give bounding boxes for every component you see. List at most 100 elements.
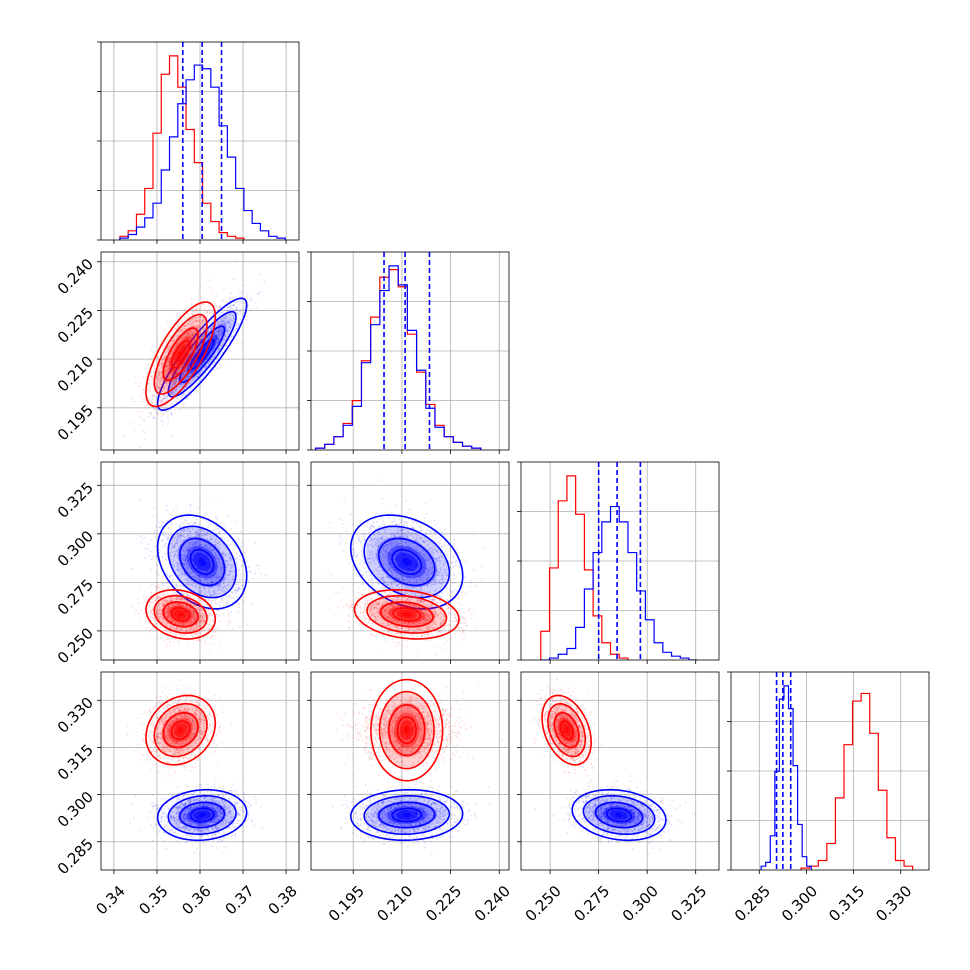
sample-point xyxy=(184,369,187,372)
sample-point xyxy=(176,377,179,380)
sample-point xyxy=(153,394,156,397)
sample-point xyxy=(227,306,230,309)
sample-point xyxy=(181,363,184,365)
sample-point xyxy=(235,328,238,330)
sample-point xyxy=(216,330,219,332)
sample-point xyxy=(188,375,191,378)
sample-point xyxy=(230,335,233,338)
sample-point xyxy=(214,344,216,347)
sample-point xyxy=(202,375,204,377)
sample-point xyxy=(205,512,208,514)
sample-point xyxy=(226,309,229,312)
sample-point xyxy=(147,415,150,418)
sample-point xyxy=(205,315,208,318)
sample-point xyxy=(140,541,143,544)
sample-point xyxy=(236,311,239,314)
sample-point xyxy=(197,347,199,350)
sample-point xyxy=(225,344,228,347)
sample-point xyxy=(225,321,228,324)
sample-point xyxy=(191,370,193,372)
sample-point xyxy=(161,414,164,416)
sample-point xyxy=(174,384,176,387)
sample-point xyxy=(214,335,217,337)
sample-point xyxy=(144,536,147,539)
sample-point xyxy=(239,301,242,304)
sample-point xyxy=(166,395,169,398)
sample-point xyxy=(219,312,222,314)
sample-point xyxy=(212,356,215,359)
sample-point xyxy=(176,381,179,384)
sample-point xyxy=(219,336,222,338)
sample-point xyxy=(167,336,170,339)
sample-point xyxy=(218,615,221,617)
sample-point xyxy=(228,318,231,321)
sample-point xyxy=(234,328,237,330)
sample-point xyxy=(149,358,152,361)
sample-point xyxy=(199,344,202,347)
sample-point xyxy=(174,383,177,386)
sample-point xyxy=(207,332,209,334)
sample-point xyxy=(144,404,147,407)
sample-point xyxy=(189,382,191,385)
sample-point xyxy=(203,297,205,300)
sample-point xyxy=(165,410,168,413)
sample-point xyxy=(215,333,218,335)
sample-point xyxy=(181,373,184,376)
sample-point xyxy=(161,348,164,351)
sample-point xyxy=(225,316,228,319)
sample-point xyxy=(164,394,167,397)
sample-point xyxy=(186,368,189,371)
sample-point xyxy=(123,434,125,437)
sample-point xyxy=(172,381,175,384)
sample-point xyxy=(227,329,230,332)
sample-point xyxy=(152,555,155,558)
sample-point xyxy=(242,545,245,547)
sample-point xyxy=(202,518,204,521)
sample-point xyxy=(163,582,166,585)
sample-point xyxy=(161,378,164,381)
sample-point xyxy=(171,374,173,377)
sample-point xyxy=(134,376,137,379)
sample-point xyxy=(202,334,204,337)
sample-point xyxy=(191,310,194,312)
sample-point xyxy=(218,332,220,335)
sample-point xyxy=(239,312,242,315)
sample-point xyxy=(151,402,154,405)
sample-point xyxy=(150,375,153,378)
sample-point xyxy=(168,587,171,590)
sample-point xyxy=(160,379,163,381)
sample-point xyxy=(215,337,218,340)
sample-point xyxy=(173,381,176,384)
sample-point xyxy=(227,358,230,361)
sample-point xyxy=(164,394,166,397)
sample-point xyxy=(237,323,240,326)
sample-point xyxy=(235,596,238,598)
sample-point xyxy=(210,325,213,328)
sample-point xyxy=(212,300,215,303)
sample-point xyxy=(171,391,174,394)
sample-point xyxy=(217,332,220,334)
sample-point xyxy=(182,372,184,375)
sample-point xyxy=(209,327,211,329)
sample-point xyxy=(218,338,221,341)
sample-point xyxy=(237,602,240,605)
sample-point xyxy=(234,557,237,560)
sample-point xyxy=(232,628,235,631)
sample-point xyxy=(216,338,218,341)
sample-point xyxy=(230,326,233,329)
sample-point xyxy=(153,390,155,392)
sample-point xyxy=(231,319,234,322)
sample-point xyxy=(170,371,172,374)
sample-point xyxy=(220,333,222,336)
sample-point xyxy=(182,404,185,406)
sample-point xyxy=(226,307,229,310)
sample-point xyxy=(248,299,251,302)
sample-point xyxy=(193,353,196,356)
sample-point xyxy=(160,539,163,542)
sample-point xyxy=(190,371,193,373)
sample-point xyxy=(161,405,164,408)
sample-point xyxy=(222,315,225,318)
sample-point xyxy=(224,318,227,321)
sample-point xyxy=(176,313,178,315)
sample-point xyxy=(217,323,220,326)
